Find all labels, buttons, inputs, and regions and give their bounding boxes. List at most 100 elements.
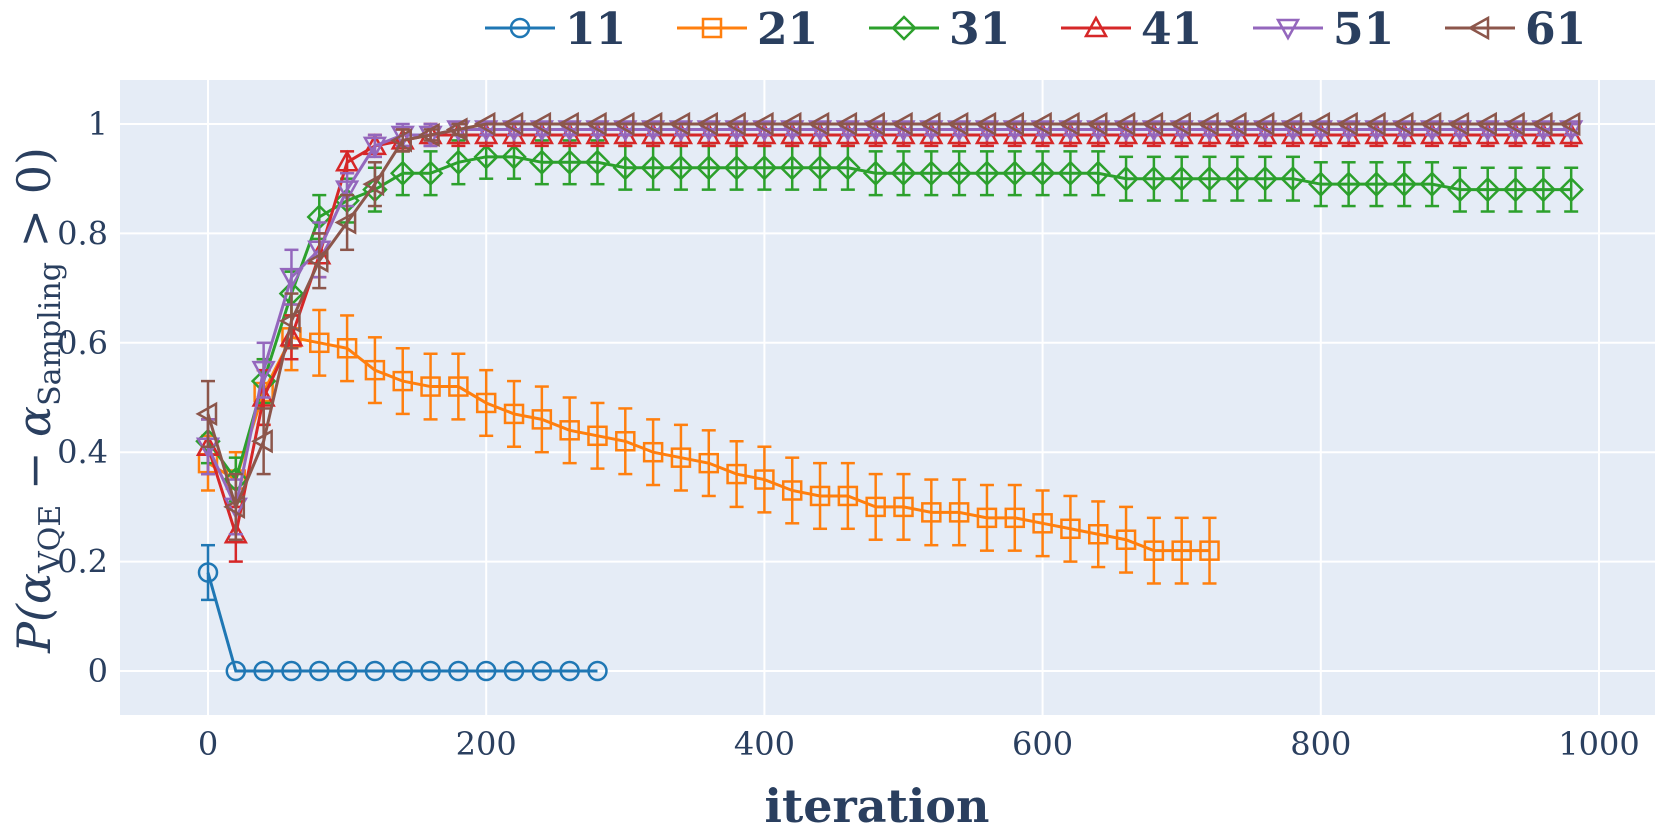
data-point [696,120,721,143]
data-point [1002,111,1025,137]
data-point [529,111,552,137]
data-point [1391,111,1414,137]
series-line [206,155,1572,483]
data-point [893,496,914,518]
data-point [336,338,358,359]
legend-item-61[interactable]: 61 [1445,4,1586,55]
legend-marker-icon [1467,15,1490,41]
data-point [974,120,1000,143]
data-point [809,485,831,507]
data-point [278,308,301,334]
data-point [448,660,469,682]
data-point [1447,176,1473,203]
data-point [225,660,247,682]
data-point [863,120,888,143]
data-point [1447,120,1473,143]
data-point [1392,120,1417,143]
data-point [751,111,774,137]
legend-label: 21 [757,4,818,55]
series-line [207,335,1210,553]
data-point [1169,111,1191,137]
data-point [1308,120,1333,143]
data-point [1030,120,1055,143]
data-point [253,660,274,682]
y-tick-label: 0.6 [57,324,108,362]
data-point [420,376,441,397]
data-point [946,160,972,186]
data-point [389,160,416,186]
legend-marker-icon [701,17,723,39]
data-point [807,154,833,181]
data-point [587,660,608,682]
data-point [251,429,273,454]
legend-item-21[interactable]: 21 [677,4,818,55]
data-point [779,154,805,181]
legend: 11 21 31 41 51 61 [485,4,1586,55]
data-point [281,660,302,682]
y-axis-title-prefix: P(α [7,573,61,654]
data-point [417,122,440,148]
data-point [948,502,970,523]
data-point [309,660,330,682]
data-point [334,149,360,172]
data-point [445,117,468,142]
data-point [197,562,219,583]
data-point [529,120,554,143]
data-point [474,120,499,143]
legend-item-41[interactable]: 41 [1061,4,1202,55]
data-point [1363,171,1390,197]
data-point [390,125,415,148]
data-point [612,154,639,181]
data-point [1004,507,1026,529]
data-point [698,452,720,474]
data-point [835,120,860,143]
data-point [1057,160,1084,186]
data-point [306,248,329,273]
data-point [807,111,830,137]
data-point [473,111,496,137]
data-point [835,111,858,137]
data-point [392,370,413,392]
x-tick-label: 1000 [1558,725,1639,763]
data-point [668,154,694,181]
data-point [334,210,357,235]
data-point [1475,120,1500,143]
data-point [417,160,444,186]
x-tick-label: 600 [1012,725,1073,763]
data-point [1058,120,1083,143]
data-point [503,403,525,425]
data-point [726,463,747,485]
data-point [392,660,413,682]
legend-marker-icon [509,17,531,39]
data-point [1085,111,1108,137]
data-point [501,111,524,137]
data-point [531,660,553,682]
data-point [557,120,582,143]
legend-item-51[interactable]: 51 [1253,4,1394,55]
data-point [1419,120,1445,143]
data-point [195,401,218,427]
data-point [668,111,691,137]
data-point [1224,165,1251,192]
y-tick-label: 0.2 [57,543,108,581]
data-point [724,120,749,143]
legend-label: 61 [1525,4,1586,55]
x-tick-label: 400 [734,725,795,763]
data-point [1336,111,1358,137]
data-point [1224,111,1247,137]
data-point [862,160,889,186]
data-point [1086,120,1111,143]
data-point [1280,120,1306,143]
data-point [587,425,608,447]
data-point [584,111,607,137]
data-point [364,660,386,682]
data-point [974,160,1000,186]
series-layer [195,111,1584,682]
data-point [918,160,945,186]
data-point [1559,120,1584,143]
data-point [1531,120,1556,143]
data-point [1308,111,1331,137]
legend-item-11[interactable]: 11 [485,4,626,55]
y-tick-label: 0.4 [57,433,108,471]
legend-item-31[interactable]: 31 [869,4,1010,55]
